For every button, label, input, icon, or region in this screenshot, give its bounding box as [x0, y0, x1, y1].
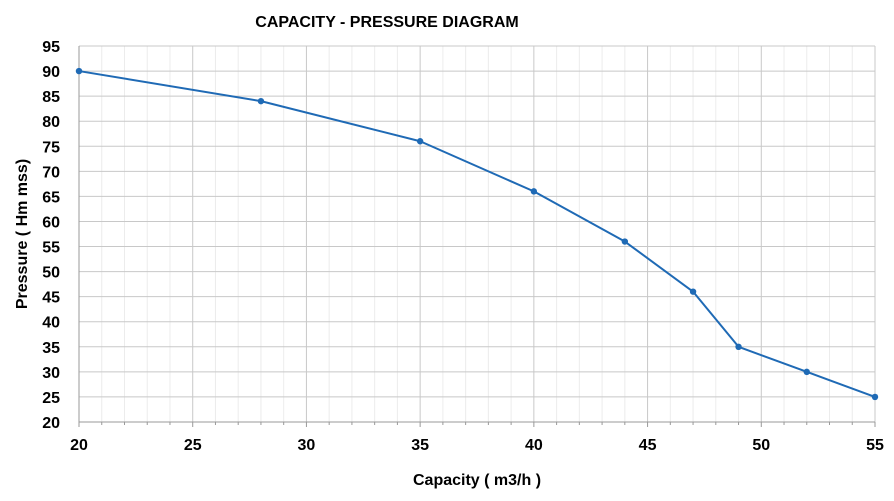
y-tick-label: 35: [42, 340, 60, 357]
y-tick-label: 70: [42, 164, 60, 181]
chart-title: CAPACITY - PRESSURE DIAGRAM: [255, 14, 518, 31]
axes: [78, 46, 876, 427]
series-line: [78, 70, 876, 398]
x-tick-label: 45: [639, 437, 657, 454]
y-tick-label: 65: [42, 189, 60, 206]
x-tick-label: 40: [525, 437, 543, 454]
y-tick-label: 80: [42, 114, 60, 131]
tick-labels: 20 25 30 35 40 45 50 55 20 25 30 35 40 45 50 55 60 65 70 75…: [42, 39, 884, 454]
y-tick-label: 30: [42, 365, 60, 382]
y-tick-label: 20: [42, 415, 60, 432]
y-tick-label: 75: [42, 139, 60, 156]
x-tick-label: 55: [866, 437, 884, 454]
y-axis-label: Pressure ( Hm mss): [14, 159, 31, 309]
y-tick-label: 60: [42, 214, 60, 231]
data-point: [416, 138, 424, 145]
data-point: [871, 393, 879, 401]
data-point: [803, 368, 810, 376]
x-tick-label: 25: [184, 437, 202, 454]
data-point: [75, 67, 83, 75]
y-tick-label: 85: [42, 89, 60, 106]
data-point: [621, 238, 629, 245]
data-point: [689, 288, 697, 295]
x-tick-label: 35: [411, 437, 429, 454]
y-tick-label: 50: [42, 265, 60, 282]
x-tick-label: 20: [70, 437, 88, 454]
y-tick-label: 40: [42, 315, 60, 332]
y-tick-label: 95: [42, 39, 60, 56]
y-tick-label: 25: [42, 390, 60, 407]
y-tick-label: 55: [42, 240, 60, 257]
data-point: [735, 343, 742, 350]
data-point: [257, 97, 265, 105]
x-tick-label: 50: [752, 437, 770, 454]
y-tick-label: 90: [42, 64, 60, 81]
grid: [78, 45, 876, 423]
data-point: [530, 188, 538, 195]
series: [75, 67, 879, 401]
x-axis-label: Capacity ( m3/h ): [413, 472, 541, 489]
y-tick-label: 45: [42, 290, 60, 307]
x-tick-label: 30: [298, 437, 316, 454]
